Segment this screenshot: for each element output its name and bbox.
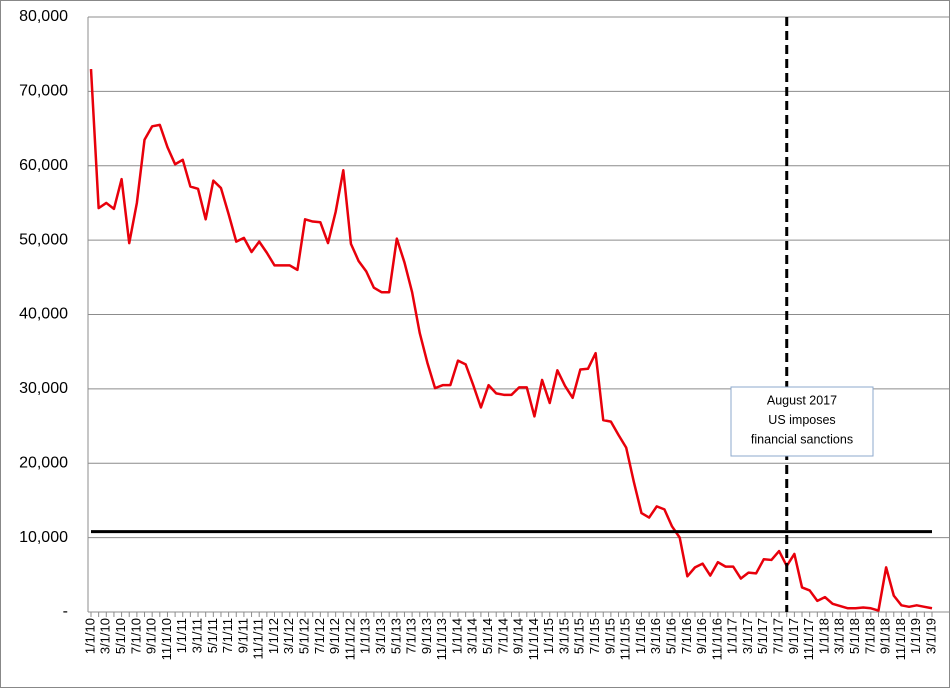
annotation-box (730, 386, 874, 457)
annotation-text: financial sanctions (751, 432, 853, 446)
x-tick-label: 9/1/10 (144, 618, 159, 654)
y-tick-label: 60,000 (19, 157, 68, 174)
x-tick-label: 1/1/13 (358, 618, 373, 654)
x-tick-label: 3/1/12 (281, 618, 296, 654)
x-tick-label: 7/1/18 (862, 618, 877, 654)
x-tick-label: 9/1/14 (511, 618, 526, 654)
x-tick-label: 3/1/13 (373, 618, 388, 654)
x-tick-label: 5/1/11 (205, 618, 220, 653)
x-tick-label: 9/1/18 (878, 618, 893, 654)
x-tick-label: 11/1/18 (893, 618, 908, 660)
x-tick-label: 1/1/19 (908, 618, 923, 654)
x-tick-label: 5/1/14 (480, 618, 495, 654)
y-tick-label: 50,000 (19, 231, 68, 248)
x-tick-label: 5/1/12 (297, 618, 312, 654)
x-tick-label: 11/1/11 (251, 618, 266, 659)
y-tick-label: 10,000 (19, 529, 68, 546)
y-tick-label: 80,000 (19, 8, 68, 25)
x-tick-label: 7/1/17 (771, 618, 786, 654)
x-tick-label: 5/1/17 (755, 618, 770, 654)
x-tick-label: 3/1/16 (648, 618, 663, 654)
x-tick-label: 7/1/15 (587, 618, 602, 654)
y-tick-label: 70,000 (19, 83, 68, 100)
x-tick-label: 3/1/10 (98, 618, 113, 654)
x-tick-label: 7/1/14 (495, 618, 510, 654)
x-tick-label: 1/1/12 (266, 618, 281, 654)
x-tick-label: 1/1/11 (174, 618, 189, 653)
x-tick-label: 1/1/18 (816, 618, 831, 654)
x-tick-label: 9/1/17 (786, 618, 801, 654)
x-tick-label: 3/1/15 (556, 618, 571, 654)
data-line (89, 68, 933, 612)
y-tick-label: 40,000 (19, 306, 68, 323)
annotation-text: August 2017 (767, 393, 837, 407)
y-tick-label: - (63, 603, 68, 620)
x-tick-label: 11/1/12 (342, 618, 357, 660)
x-tick-label: 9/1/16 (694, 618, 709, 654)
x-tick-label: 3/1/14 (465, 618, 480, 654)
annotation-text: US imposes (768, 413, 835, 427)
x-tick-label: 5/1/15 (572, 618, 587, 654)
x-tick-label: 3/1/19 (923, 618, 938, 654)
x-tick-label: 5/1/18 (847, 618, 862, 654)
x-tick-label: 1/1/16 (633, 618, 648, 654)
x-tick-label: 7/1/12 (312, 618, 327, 654)
x-tick-label: 5/1/10 (113, 618, 128, 654)
x-tick-label: 9/1/13 (419, 618, 434, 654)
x-tick-label: 1/1/10 (82, 618, 97, 654)
x-tick-label: 11/1/15 (618, 618, 633, 660)
x-tick-label: 5/1/13 (388, 618, 403, 654)
x-tick-label: 3/1/11 (189, 618, 204, 653)
x-tick-label: 9/1/12 (327, 618, 342, 654)
x-tick-label: 1/1/15 (541, 618, 556, 654)
x-tick-label: 11/1/17 (801, 618, 816, 660)
y-tick-label: 20,000 (19, 454, 68, 471)
x-tick-label: 9/1/11 (235, 618, 250, 653)
x-tick-label: 1/1/14 (449, 618, 464, 654)
x-tick-label: 5/1/16 (663, 618, 678, 654)
x-tick-label: 3/1/18 (832, 618, 847, 654)
x-tick-label: 1/1/17 (725, 618, 740, 654)
x-tick-label: 3/1/17 (740, 618, 755, 654)
y-tick-label: 30,000 (19, 380, 68, 397)
x-tick-label: 7/1/16 (679, 618, 694, 654)
x-tick-label: 7/1/10 (128, 618, 143, 654)
x-tick-label: 11/1/14 (526, 618, 541, 660)
x-tick-label: 11/1/10 (159, 618, 174, 660)
x-tick-label: 7/1/13 (404, 618, 419, 654)
x-tick-label: 7/1/11 (220, 618, 235, 653)
x-tick-label: 9/1/15 (602, 618, 617, 654)
x-tick-label: 11/1/13 (434, 618, 449, 660)
x-tick-label: 11/1/16 (709, 618, 724, 660)
